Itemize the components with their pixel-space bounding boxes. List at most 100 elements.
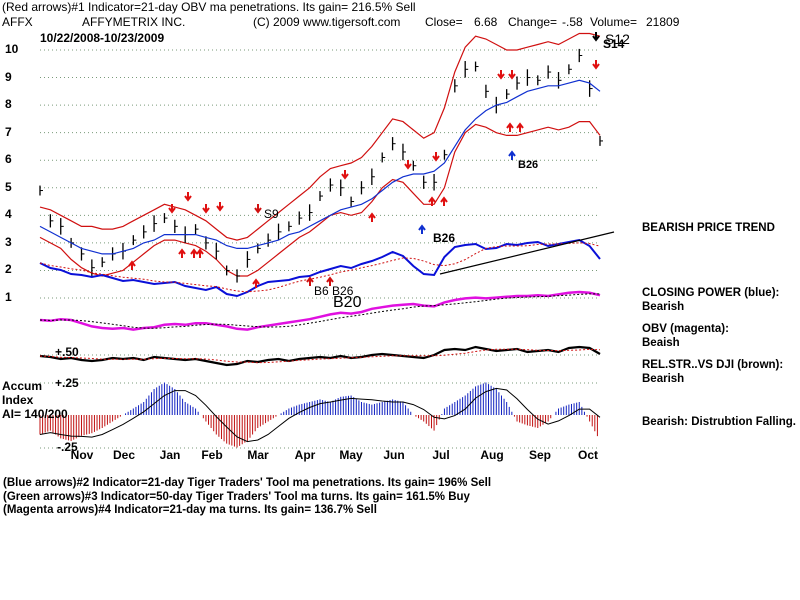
signal-arrow bbox=[190, 248, 198, 258]
x-tick-label: Feb bbox=[201, 448, 222, 462]
signal-arrow bbox=[516, 122, 524, 132]
bollinger-bands bbox=[39, 32, 601, 277]
signal-arrow bbox=[508, 70, 516, 80]
y-tick-label: 9 bbox=[5, 69, 12, 84]
accum-label: Accum bbox=[2, 379, 43, 393]
signal-arrow bbox=[506, 122, 514, 132]
signal-arrow bbox=[326, 276, 334, 286]
y-tick-label: 8 bbox=[5, 97, 12, 112]
date-range: 10/22/2008-10/23/2009 bbox=[40, 31, 165, 45]
y-tick-label: 2 bbox=[5, 262, 12, 277]
close-value: 6.68 bbox=[474, 15, 498, 29]
accum-ma bbox=[39, 387, 601, 443]
annotation-label: B26 bbox=[433, 231, 455, 245]
closing-power-label: CLOSING POWER (blue): bbox=[642, 287, 780, 299]
upper-band bbox=[39, 32, 601, 241]
volume-label: Volume= bbox=[590, 15, 638, 29]
header-line1: (Red arrows)#1 Indicator=21-day OBV ma p… bbox=[2, 0, 416, 14]
annotation-label: S14 bbox=[603, 37, 625, 51]
signal-arrow bbox=[306, 276, 314, 286]
x-axis-ticks: Nov Dec Jan Feb Mar Apr May Jun Jul Aug Sep Oct bbox=[71, 448, 598, 462]
signal-arrow bbox=[428, 196, 436, 206]
signal-arrow bbox=[368, 212, 376, 222]
closing-power-ma bbox=[39, 242, 601, 293]
relstr-value: Bearish bbox=[642, 373, 685, 385]
ma-line bbox=[39, 79, 601, 255]
closing-power-line bbox=[39, 238, 601, 298]
signal-arrow bbox=[341, 170, 349, 180]
x-tick-label: Jan bbox=[160, 448, 181, 462]
y-tick-label: 10 bbox=[5, 42, 19, 56]
price-trend-status: BEARISH PRICE TREND bbox=[642, 222, 775, 234]
signal-arrow bbox=[252, 278, 260, 288]
signal-arrow bbox=[178, 248, 186, 258]
signal-arrow bbox=[440, 196, 448, 206]
company-name: AFFYMETRIX INC. bbox=[82, 15, 186, 29]
signal-arrow bbox=[497, 70, 505, 80]
ticker: AFFX bbox=[2, 15, 33, 29]
relstr-label: REL.STR..VS DJI (brown): bbox=[642, 359, 784, 371]
relstr-line bbox=[39, 345, 601, 367]
x-tick-label: Jun bbox=[383, 448, 404, 462]
y-tick-label: 6 bbox=[5, 152, 12, 167]
accum-histogram bbox=[39, 382, 601, 448]
relstr-ma bbox=[39, 348, 601, 364]
y-tick-label: 1 bbox=[5, 290, 12, 304]
signal-arrow bbox=[168, 204, 176, 214]
signal-arrow bbox=[216, 202, 224, 212]
closing-power-value: Bearish bbox=[642, 301, 685, 313]
signal-arrow bbox=[254, 204, 262, 214]
x-tick-label: Jul bbox=[432, 448, 449, 462]
signal-arrow bbox=[418, 224, 426, 234]
change-label: Change= bbox=[508, 15, 558, 29]
obv-label: OBV (magenta): bbox=[642, 323, 729, 335]
signal-arrow bbox=[128, 260, 136, 270]
close-label: Close= bbox=[425, 15, 463, 29]
signal-arrow bbox=[184, 192, 192, 202]
obv-line bbox=[39, 290, 601, 331]
ai-label: AI= 140/200 bbox=[2, 407, 68, 421]
y-tick-label: 7 bbox=[5, 124, 12, 139]
signal-arrow bbox=[432, 152, 440, 162]
y-tick-label: 4 bbox=[5, 207, 12, 222]
accum-level-top: +.25 bbox=[55, 376, 79, 390]
index-label: Index bbox=[2, 393, 34, 407]
grid-lines bbox=[40, 49, 600, 449]
copyright: (C) 2009 www.tigersoft.com bbox=[253, 15, 401, 29]
change-value: -.58 bbox=[562, 15, 583, 29]
indicator-lines bbox=[39, 238, 601, 367]
volume-value: 21809 bbox=[646, 15, 680, 29]
annotation-label: S9 bbox=[264, 207, 279, 221]
x-tick-label: Aug bbox=[480, 448, 503, 462]
signal-arrow bbox=[592, 60, 600, 70]
annotation-label: B6 B26 bbox=[314, 284, 354, 298]
accum-status: Bearish: Distrubtion Falling. bbox=[642, 416, 796, 428]
footer-line1: (Blue arrows)#2 Indicator=21-day Tiger T… bbox=[3, 477, 492, 489]
signal-arrow bbox=[404, 160, 412, 170]
signal-arrow bbox=[508, 150, 516, 160]
moving-average bbox=[39, 79, 601, 255]
x-tick-label: Oct bbox=[578, 448, 598, 462]
signal-arrow bbox=[592, 32, 600, 42]
x-tick-label: Nov bbox=[71, 448, 94, 462]
x-tick-label: Apr bbox=[295, 448, 316, 462]
y-tick-label: 5 bbox=[5, 179, 12, 194]
obv-value: Beaish bbox=[642, 337, 680, 349]
trendline bbox=[439, 231, 615, 275]
annotation-label: B20 bbox=[333, 294, 362, 311]
closing-power-trendline bbox=[439, 231, 615, 275]
obv-ma bbox=[39, 293, 600, 329]
annotation-label: B26 bbox=[518, 159, 538, 171]
x-tick-label: Sep bbox=[529, 448, 551, 462]
relstr-level: +.50 bbox=[55, 345, 79, 359]
accum-level-bottom: -.25 bbox=[57, 440, 78, 454]
x-tick-label: Dec bbox=[113, 448, 135, 462]
x-tick-label: Mar bbox=[247, 448, 269, 462]
x-tick-label: May bbox=[339, 448, 363, 462]
signal-arrow bbox=[202, 204, 210, 214]
footer-line3: (Magenta arrows)#4 Indicator=21-day ma t… bbox=[3, 504, 377, 516]
signal-arrows bbox=[128, 32, 600, 288]
footer-line2: (Green arrows)#3 Indicator=50-day Tiger … bbox=[3, 491, 470, 503]
